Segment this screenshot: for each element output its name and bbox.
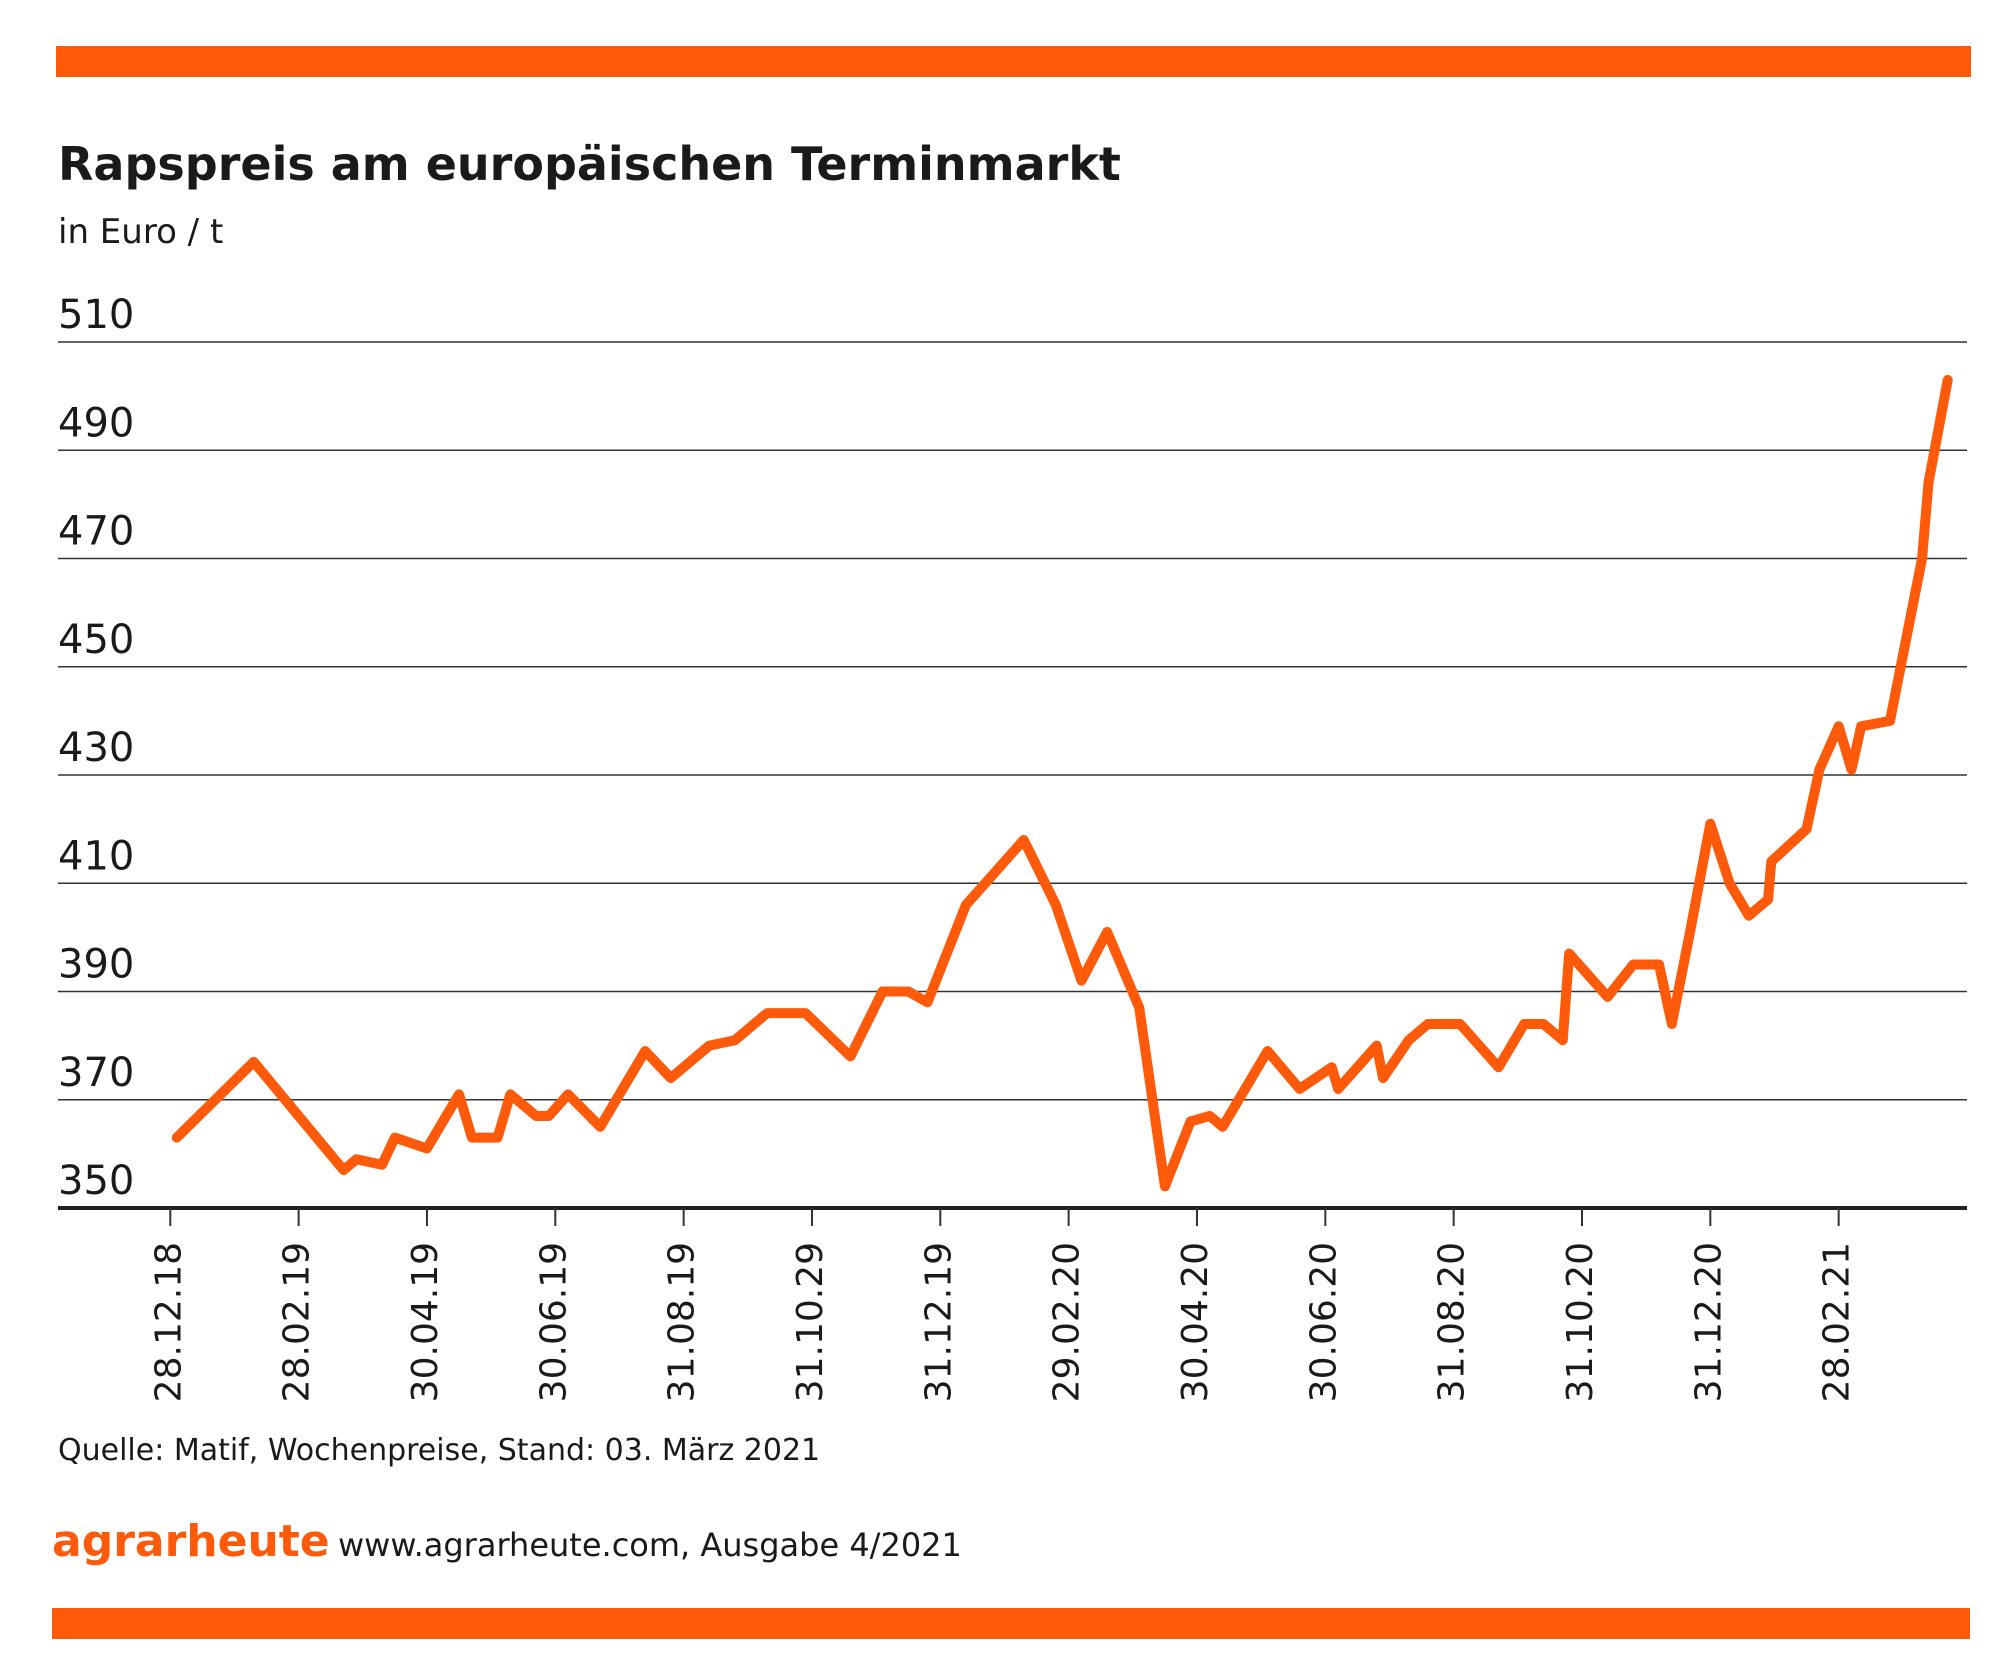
- x-tick-label: 31.08.20: [1432, 1242, 1473, 1402]
- x-tick-label: 31.08.19: [662, 1242, 703, 1402]
- bottom-bar: [52, 1608, 1970, 1639]
- source-note: Quelle: Matif, Wochenpreise, Stand: 03. …: [58, 1433, 820, 1468]
- y-tick-label: 350: [58, 1158, 134, 1204]
- top-bar: [56, 46, 1971, 77]
- y-tick-label: 470: [58, 509, 134, 555]
- y-tick-label: 390: [58, 942, 134, 988]
- x-tick-label: 28.02.21: [1817, 1242, 1858, 1402]
- x-tick-label: 31.12.19: [918, 1242, 959, 1402]
- footer-text: www.agrarheute.com, Ausgabe 4/2021: [338, 1526, 962, 1564]
- x-tick-label: 31.10.20: [1560, 1242, 1601, 1402]
- x-tick-label: 31.10.29: [790, 1242, 831, 1402]
- x-tick-label: 31.12.20: [1688, 1242, 1729, 1402]
- y-tick-label: 450: [58, 617, 134, 663]
- x-tick-label: 30.04.19: [405, 1242, 446, 1402]
- x-tick-label: 30.04.20: [1175, 1242, 1216, 1402]
- price-line: [171, 374, 1953, 1192]
- y-tick-label: 370: [58, 1050, 134, 1096]
- y-tick-label: 430: [58, 725, 134, 771]
- x-tick-label: 30.06.20: [1303, 1242, 1344, 1402]
- chart-subtitle: in Euro / t: [58, 212, 223, 252]
- brand-logo: agrarheute: [52, 1516, 330, 1567]
- y-tick-label: 490: [58, 400, 134, 446]
- chart-title: Rapspreis am europäischen Terminmarkt: [58, 137, 1121, 191]
- y-tick-label: 410: [58, 833, 134, 879]
- x-tick-label: 28.12.18: [148, 1242, 189, 1402]
- x-tick-label: 30.06.19: [533, 1242, 574, 1402]
- y-tick-label: 510: [58, 292, 134, 338]
- x-tick-label: 29.02.20: [1047, 1242, 1088, 1402]
- x-tick-label: 28.02.19: [277, 1242, 318, 1402]
